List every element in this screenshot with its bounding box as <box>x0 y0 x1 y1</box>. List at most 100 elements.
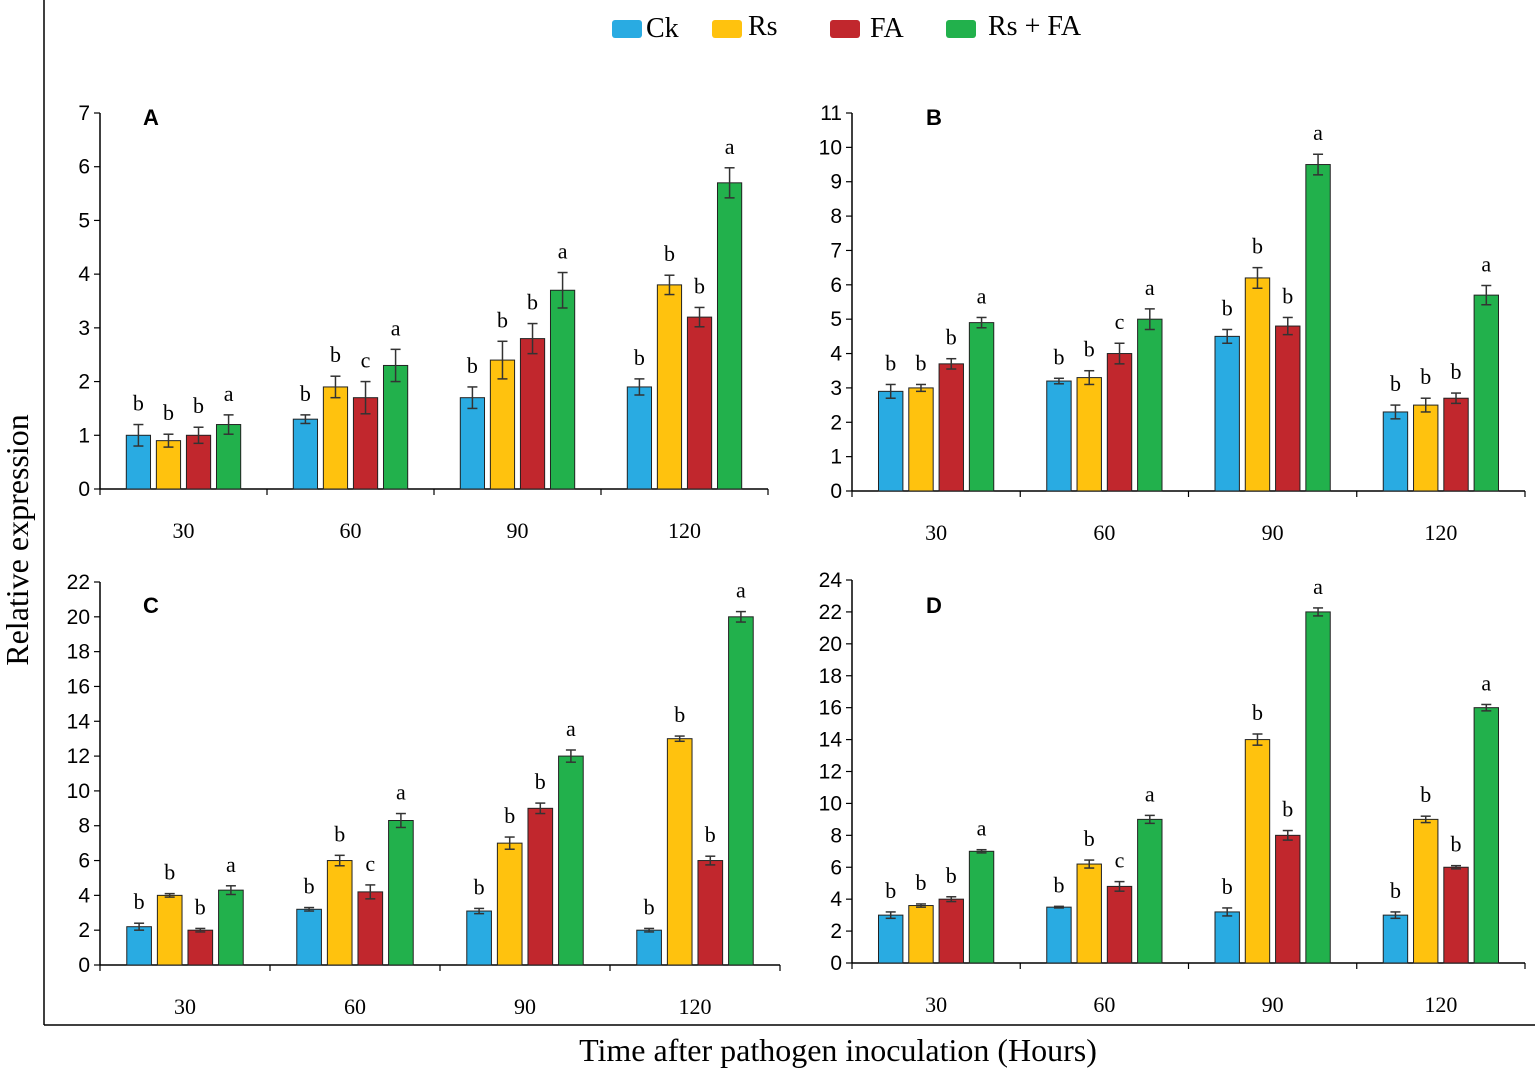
panel-b-y-tick-label: 6 <box>830 274 842 297</box>
panel-d-bar-rs-fa <box>1473 707 1500 964</box>
panel-c-x-tick-label: 120 <box>679 994 712 1019</box>
panel-b-significance-label: a <box>1313 120 1323 145</box>
legend-label-ck: Ck <box>646 13 679 44</box>
panel-a-bar-rs <box>155 440 182 490</box>
panel-a-x-tick-label: 30 <box>173 518 195 543</box>
panel-b-y-tick-label: 8 <box>830 205 842 228</box>
panel-a-significance-label: b <box>497 307 508 332</box>
panel-a-bar-rs-fa <box>549 289 576 490</box>
panel-d-y-tick-label: 20 <box>819 633 842 656</box>
panel-c-y-tick-label: 8 <box>78 815 90 838</box>
panel-b-significance-label: a <box>1481 252 1491 277</box>
panel-b-significance-label: b <box>1282 283 1293 308</box>
panel-a-y-tick-label: 0 <box>78 478 90 501</box>
panel-a-bar-rs <box>656 284 683 490</box>
panel-a-significance-label: b <box>527 290 538 315</box>
panel-b-bar-rs <box>1244 277 1271 492</box>
legend-item-rs: Rs <box>712 11 778 42</box>
panel-a-bar-ck <box>626 386 653 490</box>
legend-item-rs-fa: Rs + FA <box>946 11 1082 42</box>
panel-b-y-tick-label: 9 <box>830 171 842 194</box>
panel-c-y-tick-label: 12 <box>67 745 90 768</box>
panel-a-bar-fa <box>519 338 546 490</box>
panel-b-bar-fa <box>1443 397 1469 492</box>
legend-item-fa: FA <box>830 13 904 44</box>
panel-d-bar-rs-fa <box>1137 818 1163 964</box>
panel-b-significance-label: b <box>946 325 957 350</box>
panel-c-y-tick-label: 2 <box>78 919 90 942</box>
panel-a-significance-label: b <box>330 342 341 367</box>
panel-c-bar-ck <box>636 929 662 966</box>
panel-b-bar-fa <box>1275 325 1301 492</box>
panel-a-bar-ck <box>125 434 152 490</box>
panel-c-significance-label: a <box>226 852 236 877</box>
panel-d-bar-ck <box>1382 914 1409 964</box>
panel-d-significance-label: b <box>1420 782 1431 807</box>
panel-a-x-tick-label: 90 <box>507 518 529 543</box>
panel-b-bar-rs <box>908 387 934 492</box>
y-axis-title: Relative expression <box>0 414 35 665</box>
panel-c-y-tick-label: 10 <box>67 780 90 803</box>
panel-a-significance-label: b <box>133 391 144 416</box>
panel-b-bar-rs <box>1076 377 1102 492</box>
panel-b-significance-label: b <box>1451 359 1462 384</box>
panel-b-bar-rs-fa <box>1137 318 1163 492</box>
panel-b-bar-ck <box>1382 411 1409 492</box>
panel-c-bar-rs-fa <box>388 820 414 966</box>
panel-b-bar-rs <box>1413 404 1439 492</box>
panel-c-bar-rs-fa <box>728 616 754 966</box>
panel-b-letter: B <box>926 105 942 130</box>
panel-b-significance-label: c <box>1115 309 1125 334</box>
panel-c-significance-label: b <box>304 874 315 899</box>
panel-d-bar-ck <box>877 914 904 964</box>
panel-b-bar-rs-fa <box>1473 294 1500 492</box>
panel-d-bar-rs <box>1076 863 1102 964</box>
panel-a-x-tick-label: 120 <box>668 518 701 543</box>
panel-d-bar-fa <box>1443 866 1469 964</box>
panel-d-significance-label: a <box>1145 781 1155 806</box>
panel-b-bar-ck <box>1046 380 1072 492</box>
panel-c-y-tick-label: 22 <box>67 571 90 594</box>
panel-d-y-tick-label: 2 <box>830 920 842 943</box>
panel-c-significance-label: b <box>674 702 685 727</box>
panel-b-significance-label: b <box>1420 364 1431 389</box>
panel-d-letter: D <box>926 593 942 618</box>
panel-a-significance-label: b <box>467 353 478 378</box>
panel-c-letter: C <box>143 593 159 618</box>
panel-a-y-tick-label: 7 <box>78 102 90 125</box>
panel-a-significance-label: a <box>725 134 735 159</box>
panel-b-significance-label: b <box>1084 337 1095 362</box>
panel-a-significance-label: b <box>664 241 675 266</box>
panel-d-bar-fa <box>1106 885 1133 964</box>
panel-d-significance-label: b <box>1451 832 1462 857</box>
legend-swatch-fa <box>830 20 860 38</box>
panel-b-bar-ck <box>877 390 904 492</box>
panel-d-significance-label: a <box>977 816 987 841</box>
panel-a-y-tick-label: 6 <box>78 156 90 179</box>
panel-c-significance-label: a <box>566 716 576 741</box>
panel-c-bar-ck <box>126 926 152 966</box>
panel-d-y-tick-label: 0 <box>830 952 842 975</box>
panel-c-bar-rs <box>496 842 523 966</box>
panel-b-y-tick-label: 10 <box>819 136 842 159</box>
panel-d-y-tick-label: 6 <box>830 856 842 879</box>
panel-c-y-tick-label: 14 <box>67 710 91 733</box>
panel-b-significance-label: b <box>1252 234 1263 259</box>
panel-d-bar-fa <box>1275 834 1301 964</box>
panel-d-y-tick-label: 10 <box>819 792 842 815</box>
panel-b-y-tick-label: 7 <box>830 239 842 262</box>
panel-a-y-tick-label: 5 <box>78 209 90 232</box>
panel-d-x-tick-label: 90 <box>1262 992 1284 1017</box>
panel-a-bar-ck <box>459 397 486 490</box>
panel-b-significance-label: b <box>915 350 926 375</box>
panel-a-significance-label: a <box>558 239 568 264</box>
panel-d-bar-ck <box>1046 906 1072 964</box>
panel-a-x-tick-label: 60 <box>340 518 362 543</box>
panel-d-y-tick-label: 18 <box>819 665 842 688</box>
panel-a-y-tick-label: 4 <box>78 263 90 286</box>
panel-b-bar-ck <box>1214 335 1240 492</box>
panel-a-bar-rs-fa <box>215 424 242 490</box>
panel-a-y-tick-label: 3 <box>78 317 90 340</box>
panel-c-bar-fa <box>697 860 724 966</box>
